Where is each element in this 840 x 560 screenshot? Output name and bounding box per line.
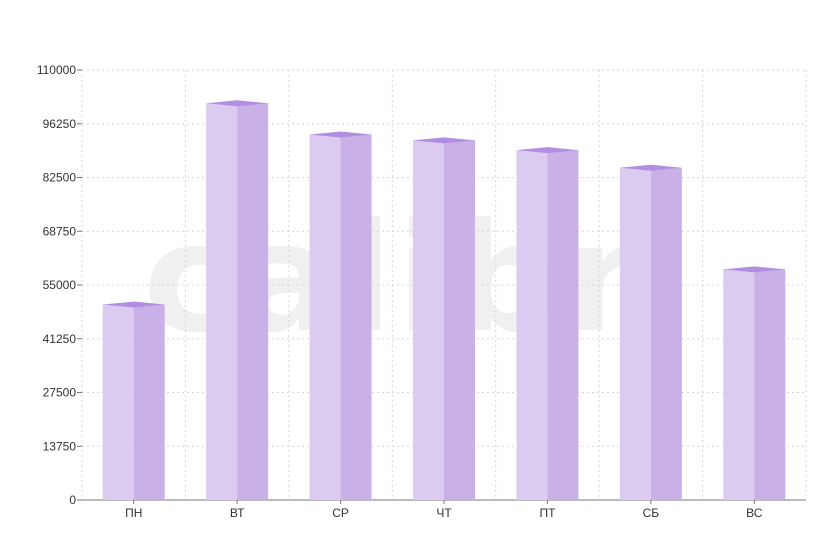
bar-side-face <box>340 134 372 500</box>
x-tick-label: ПН <box>125 506 142 520</box>
y-tick-label: 0 <box>69 493 76 507</box>
bar-top-face <box>206 100 269 107</box>
bar-side-face <box>237 103 269 501</box>
x-tick-label: ПТ <box>539 506 556 520</box>
bar-side-face <box>754 269 786 500</box>
bar-side-face <box>133 304 165 500</box>
y-tick-label: 55000 <box>43 278 77 292</box>
bar-front-face <box>413 140 444 500</box>
y-tick-label: 41250 <box>43 332 77 346</box>
x-tick-label: ЧТ <box>436 506 452 520</box>
bar <box>619 164 682 500</box>
bar <box>516 147 579 501</box>
tick-labels: 0 13750 27500 41250 55000 68750 82500 96250 1100… <box>37 63 763 520</box>
y-tick-label: 27500 <box>43 386 77 400</box>
x-tick-label: СБ <box>643 506 660 520</box>
bar <box>102 301 165 500</box>
bar-front-face <box>102 304 134 500</box>
bar-top-face <box>413 137 475 144</box>
x-tick-label: ВС <box>746 506 763 520</box>
bars <box>102 100 786 501</box>
bar <box>723 266 786 500</box>
bar-top-face <box>102 301 165 308</box>
bar-side-face <box>650 167 682 500</box>
y-tick-label: 110000 <box>37 63 76 77</box>
y-tick-label: 13750 <box>43 439 77 453</box>
bar-front-face <box>516 150 548 501</box>
bar-side-face <box>547 150 579 501</box>
bar-front-face <box>619 167 651 500</box>
bar <box>309 131 372 500</box>
bar <box>206 100 269 501</box>
bar-front-face <box>309 134 341 500</box>
bar-top-face <box>309 131 372 138</box>
bar-front-face <box>206 103 238 501</box>
x-tick-label: СР <box>332 506 349 520</box>
bar-top-face <box>723 266 786 273</box>
bar-top-face <box>619 164 682 171</box>
y-tick-label: 96250 <box>43 117 77 131</box>
bar-front-face <box>723 269 755 500</box>
bar-top-face <box>516 147 579 154</box>
y-tick-label: 82500 <box>43 171 77 185</box>
x-tick-label: ВТ <box>230 506 245 520</box>
bar-side-face <box>444 140 475 500</box>
bar <box>413 137 475 500</box>
y-tick-label: 68750 <box>43 224 77 238</box>
